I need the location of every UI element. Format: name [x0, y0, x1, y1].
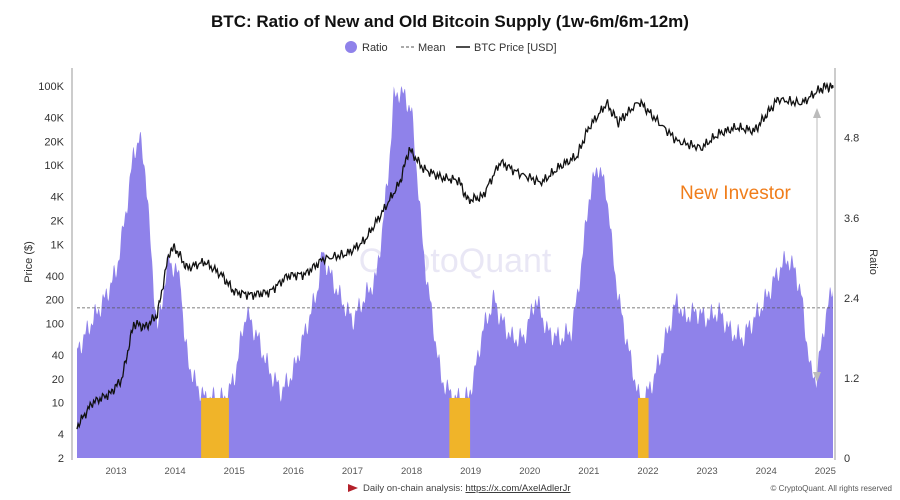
x-tick-label: 2024 — [756, 466, 777, 477]
legend-mean-label[interactable]: Mean — [418, 42, 446, 54]
low-ratio-band — [637, 397, 649, 458]
low-ratio-band — [201, 397, 229, 458]
left-tick-label: 2 — [58, 453, 64, 465]
arrow-tail-icon — [813, 372, 821, 382]
left-tick-label: 100K — [38, 81, 64, 93]
right-tick-label: 0 — [844, 453, 850, 465]
right-axis-label: Ratio — [867, 249, 879, 275]
x-tick-label: 2016 — [283, 466, 304, 477]
x-tick-label: 2020 — [519, 466, 540, 477]
left-tick-label: 2K — [51, 216, 65, 228]
left-tick-label: 4K — [51, 192, 65, 204]
legend-ratio-label[interactable]: Ratio — [362, 42, 388, 54]
x-tick-label: 2017 — [342, 466, 363, 477]
x-tick-label: 2025 — [815, 466, 836, 477]
x-axis: 2013 2014 2015 2016 2017 2018 2019 2020 2021 2022… — [105, 466, 835, 477]
copyright: © CryptoQuant. All rights reserved — [771, 484, 893, 493]
x-tick-label: 2021 — [578, 466, 599, 477]
right-tick-label: 3.6 — [844, 213, 859, 225]
x-tick-label: 2018 — [401, 466, 422, 477]
ratio-area — [77, 86, 833, 458]
arrow-head-icon — [813, 108, 821, 118]
left-tick-label: 100 — [46, 318, 64, 330]
btc-price-line — [76, 81, 834, 430]
left-tick-label: 10 — [52, 398, 64, 410]
left-tick-label: 40 — [52, 350, 64, 362]
left-tick-label: 20K — [44, 136, 64, 148]
left-tick-label: 200 — [46, 295, 64, 307]
right-axis: 0 1.2 2.4 3.6 4.8 — [844, 133, 859, 465]
low-ratio-band — [449, 397, 471, 458]
x-tick-label: 2023 — [697, 466, 718, 477]
left-tick-label: 4 — [58, 429, 64, 441]
x-tick-label: 2019 — [460, 466, 481, 477]
play-icon — [348, 484, 358, 492]
right-tick-label: 4.8 — [844, 133, 859, 145]
annotation-new-investor: New Investor — [680, 183, 792, 204]
right-tick-label: 2.4 — [844, 293, 859, 305]
footer-text: Daily on-chain analysis: https://x.com/A… — [363, 483, 571, 494]
x-tick-label: 2022 — [637, 466, 658, 477]
legend: Ratio Mean BTC Price [USD] — [345, 41, 557, 54]
left-tick-label: 20 — [52, 374, 64, 386]
legend-ratio-swatch — [345, 41, 357, 53]
chart-title: BTC: Ratio of New and Old Bitcoin Supply… — [211, 12, 689, 31]
x-tick-label: 2013 — [105, 466, 126, 477]
legend-price-label[interactable]: BTC Price [USD] — [474, 42, 557, 54]
left-axis: 2 4 10 20 40 100 200 400 1K 2K 4K 10K 20K 40K 100K — [38, 81, 64, 465]
right-tick-label: 1.2 — [844, 373, 859, 385]
plot-area — [76, 81, 834, 458]
left-axis-label: Price ($) — [23, 241, 35, 283]
left-tick-label: 40K — [44, 113, 64, 125]
left-tick-label: 400 — [46, 271, 64, 283]
left-tick-label: 1K — [51, 239, 65, 251]
x-tick-label: 2015 — [224, 466, 245, 477]
left-tick-label: 10K — [44, 160, 64, 172]
footer-link[interactable]: https://x.com/AxelAdlerJr — [465, 483, 570, 494]
footer: Daily on-chain analysis: https://x.com/A… — [348, 483, 892, 494]
x-tick-label: 2014 — [165, 466, 186, 477]
